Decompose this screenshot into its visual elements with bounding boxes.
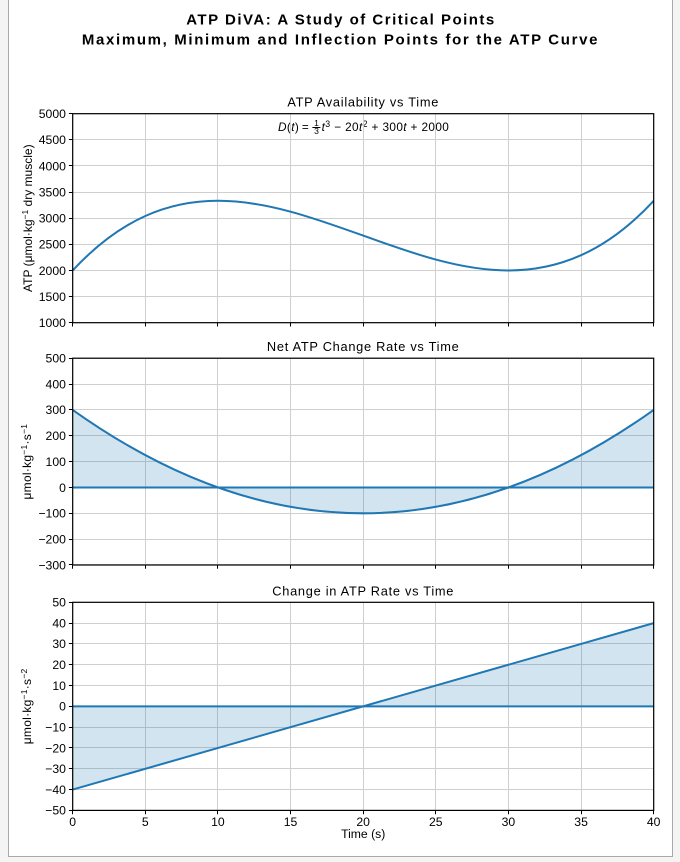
svg-text:10: 10 (52, 679, 66, 693)
svg-text:1000: 1000 (39, 316, 66, 330)
svg-text:ATP DiVA: A Study of Critical: ATP DiVA: A Study of Critical Points (186, 12, 496, 29)
svg-text:500: 500 (46, 352, 67, 366)
svg-text:25: 25 (429, 815, 443, 829)
svg-text:5: 5 (142, 815, 149, 829)
svg-text:10: 10 (211, 815, 225, 829)
svg-text:400: 400 (46, 377, 67, 391)
svg-text:100: 100 (46, 455, 67, 469)
svg-text:−200: −200 (38, 532, 66, 546)
svg-text:ATP Availability vs Time: ATP Availability vs Time (287, 95, 439, 110)
svg-text:0: 0 (59, 481, 66, 495)
svg-text:−50: −50 (45, 804, 66, 818)
svg-text:35: 35 (574, 815, 588, 829)
svg-text:1500: 1500 (39, 290, 66, 304)
svg-text:μmol·kg−1·s−2: μmol·kg−1·s−2 (19, 668, 34, 744)
svg-text:20: 20 (52, 658, 66, 672)
svg-text:50: 50 (52, 596, 66, 610)
svg-text:2000: 2000 (39, 264, 66, 278)
svg-text:−300: −300 (38, 558, 66, 572)
svg-text:30: 30 (502, 815, 516, 829)
svg-text:300: 300 (46, 403, 67, 417)
svg-text:2500: 2500 (39, 238, 66, 252)
svg-text:4500: 4500 (39, 133, 66, 147)
svg-text:3000: 3000 (39, 212, 66, 226)
svg-text:−10: −10 (45, 720, 66, 734)
svg-text:30: 30 (52, 637, 66, 651)
svg-text:40: 40 (647, 815, 661, 829)
svg-text:μmol·kg−1·s−1: μmol·kg−1·s−1 (19, 424, 34, 500)
svg-text:0: 0 (59, 700, 66, 714)
svg-text:5000: 5000 (39, 107, 66, 121)
svg-text:ATP (μmol·kg−1 dry muscle): ATP (μmol·kg−1 dry muscle) (20, 144, 35, 292)
svg-text:−40: −40 (45, 783, 66, 797)
svg-text:200: 200 (46, 429, 67, 443)
svg-text:0: 0 (69, 815, 76, 829)
svg-text:−30: −30 (45, 762, 66, 776)
svg-text:Change in ATP Rate vs Time: Change in ATP Rate vs Time (272, 583, 454, 598)
svg-text:Time (s): Time (s) (341, 827, 385, 841)
svg-text:20: 20 (356, 815, 370, 829)
svg-text:−20: −20 (45, 741, 66, 755)
svg-text:Net ATP Change Rate vs Time: Net ATP Change Rate vs Time (267, 339, 460, 354)
svg-text:3500: 3500 (39, 185, 66, 199)
svg-text:15: 15 (284, 815, 298, 829)
svg-text:4000: 4000 (39, 159, 66, 173)
svg-text:Maximum, Minimum and Inflectio: Maximum, Minimum and Inflection Points f… (82, 32, 599, 49)
svg-text:40: 40 (52, 616, 66, 630)
svg-text:−100: −100 (38, 507, 66, 521)
